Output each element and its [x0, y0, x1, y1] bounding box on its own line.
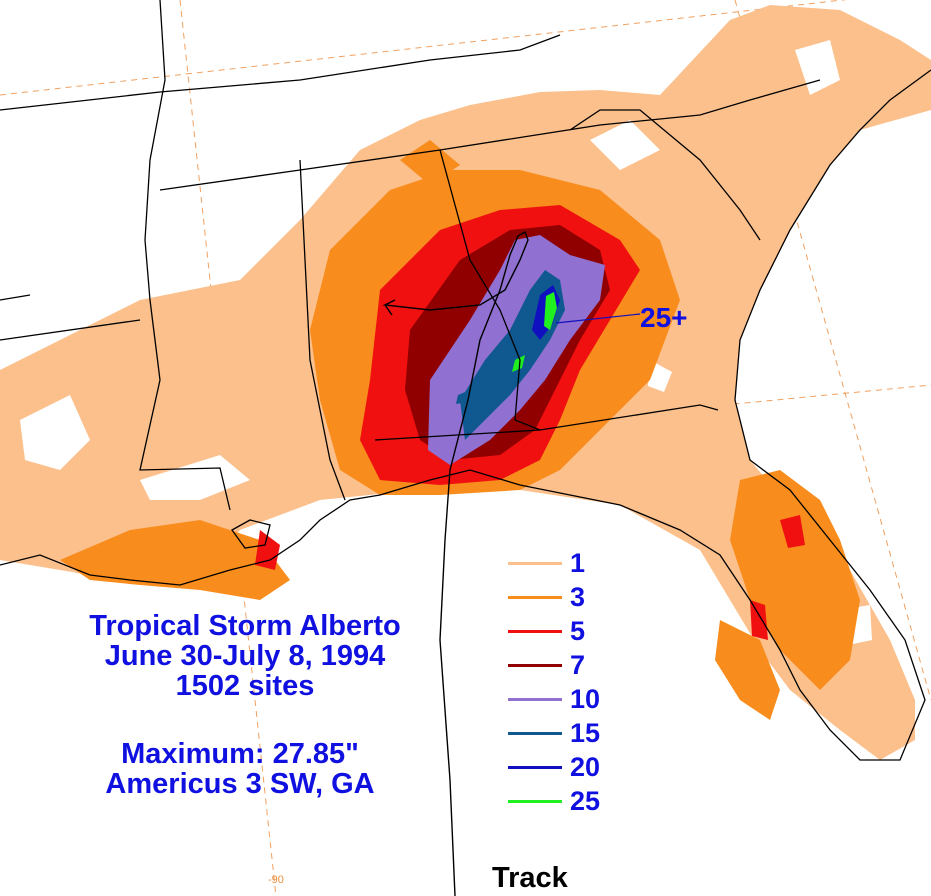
legend-swatch: [508, 800, 562, 803]
peak-pointer-line: [555, 313, 641, 324]
florida-state-line: [374, 429, 541, 441]
legend-label: 10: [570, 684, 601, 714]
parallel-line: [0, 0, 847, 96]
maximum-location: Americus 3 SW, GA: [105, 768, 375, 800]
legend-item: 15: [500, 718, 660, 752]
legend-label: 1: [570, 548, 586, 578]
rainfall-25in-area: [512, 292, 557, 372]
legend-label: 7: [570, 650, 586, 680]
legend-item: 7: [500, 650, 660, 684]
legend-label: 20: [570, 752, 601, 782]
map-title: Tropical Storm Alberto: [89, 610, 401, 642]
legend-label: 3: [570, 582, 586, 612]
legend-label: 15: [570, 718, 601, 748]
legend-item: 1: [500, 548, 660, 582]
legend-swatch: [508, 596, 562, 599]
alabama-state-line: [299, 159, 346, 501]
peak-label: 25+: [640, 302, 688, 333]
louisiana-state-line: [0, 319, 141, 341]
map-site-count: 1502 sites: [175, 670, 315, 702]
rainfall-legend: 1 3 5 7 10 15 20 25: [500, 548, 660, 820]
legend-swatch: [508, 698, 562, 701]
legend-swatch: [508, 766, 562, 769]
legend-item: 3: [500, 582, 660, 616]
tennessee-state-line: [0, 34, 561, 111]
maximum-value: Maximum: 27.85": [121, 738, 359, 770]
state-boundaries: [0, 0, 931, 761]
legend-item: 20: [500, 752, 660, 786]
storm-track-line: [382, 230, 529, 896]
georgia-state-line: [439, 149, 719, 431]
legend-label: 25: [570, 786, 601, 816]
map-date-range: June 30-July 8, 1994: [104, 640, 386, 672]
north-state-line: [159, 79, 821, 191]
west-state-line: [0, 294, 31, 301]
south-carolina-state-line: [569, 109, 761, 241]
legend-item: 5: [500, 616, 660, 650]
gulf-coast-detail: [231, 519, 271, 549]
legend-item: 10: [500, 684, 660, 718]
coastline: [0, 69, 931, 761]
track-label: Track: [492, 862, 568, 894]
legend-label: 5: [570, 616, 586, 646]
no-rain-gaps: [20, 40, 872, 645]
legend-swatch: [508, 664, 562, 667]
longitude-label: -90: [268, 874, 284, 886]
legend-item: 25: [500, 786, 660, 820]
meridian-line: [179, 0, 277, 896]
legend-swatch: [508, 732, 562, 735]
mississippi-state-line: [139, 0, 231, 511]
legend-swatch: [508, 562, 562, 565]
legend-swatch: [508, 630, 562, 633]
